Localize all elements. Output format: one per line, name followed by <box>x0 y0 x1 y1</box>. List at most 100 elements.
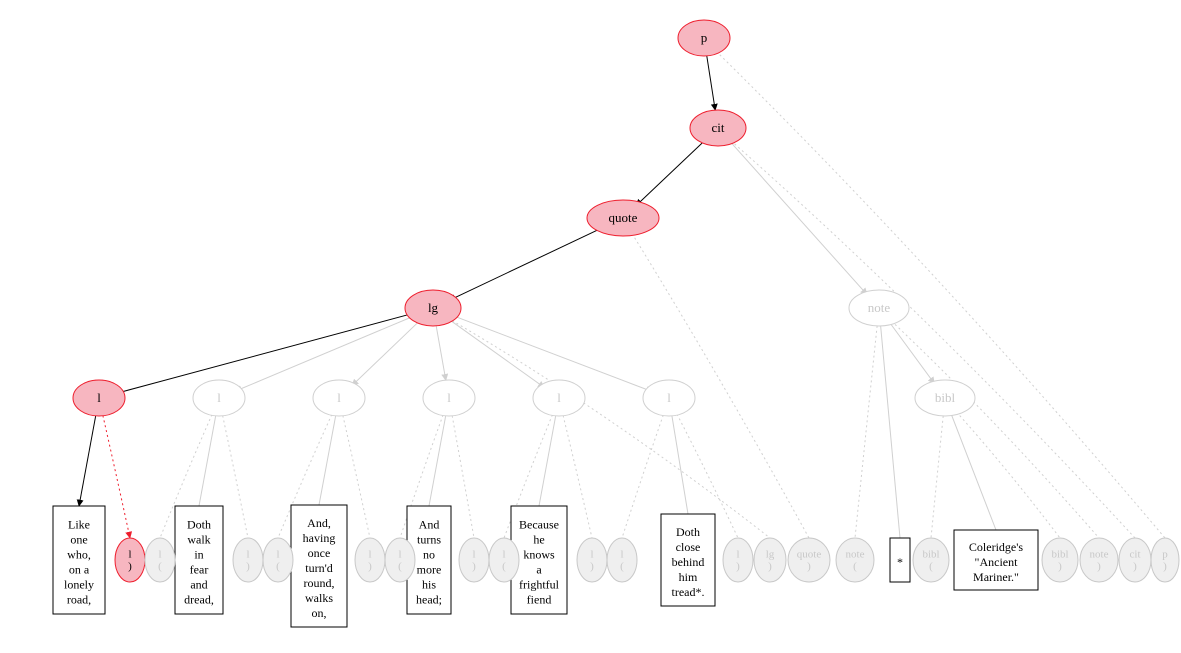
token-label: l <box>246 549 249 561</box>
edge <box>449 226 606 301</box>
node-label: quote <box>609 210 638 225</box>
token-ellipse: note) <box>1080 538 1118 582</box>
leaf-text: And <box>419 517 440 531</box>
token-label: ) <box>807 561 811 573</box>
leaf-box: And,havingonceturn'dround,walkson, <box>291 505 347 627</box>
token-label: cit <box>1130 549 1141 561</box>
leaf-text: more <box>417 562 442 576</box>
token-label: ) <box>736 561 740 573</box>
leaf-text: turn'd <box>305 561 333 575</box>
leaf-text: head; <box>416 592 442 606</box>
token-label: ) <box>128 561 132 573</box>
token-label: p <box>1162 549 1168 561</box>
token-ellipse: l( <box>385 538 415 582</box>
node-label: l <box>667 390 671 405</box>
leaf-box: Dothclosebehindhimtread*. <box>661 514 715 606</box>
token-ellipse: quote) <box>788 538 830 582</box>
token-ellipse: p) <box>1151 538 1179 582</box>
edge-dotted <box>731 141 1135 538</box>
leaf-text: Doth <box>676 525 700 539</box>
tree-node-l0: l <box>73 380 125 416</box>
token-label: l <box>736 549 739 561</box>
leaf-text: "Ancient <box>975 555 1019 569</box>
leaf-text: on, <box>312 606 327 620</box>
leaf-text: round, <box>304 576 335 590</box>
token-label: ( <box>620 561 624 573</box>
leaf-text: having <box>303 531 336 545</box>
leaf-text: And, <box>307 516 331 530</box>
token-label: l <box>502 549 505 561</box>
token-label: ( <box>276 561 280 573</box>
token-label: ) <box>1163 561 1167 573</box>
edge <box>236 315 417 391</box>
edge-dotted <box>716 51 1165 538</box>
leaf-text: Mariner." <box>973 570 1019 584</box>
node-label: l <box>447 390 451 405</box>
leaf-text: knows <box>523 547 555 561</box>
edge-dotted <box>103 416 130 538</box>
token-label: l <box>158 549 161 561</box>
edges-layer <box>79 51 1165 538</box>
token-label: ) <box>590 561 594 573</box>
token-ellipse: l( <box>607 538 637 582</box>
token-label: l <box>472 549 475 561</box>
tree-node-bibl: bibl <box>915 380 975 416</box>
token-label: ) <box>1058 561 1062 573</box>
leaf-text: * <box>897 555 903 569</box>
token-ellipse: l) <box>355 538 385 582</box>
edge-dotted <box>448 318 770 538</box>
node-label: l <box>97 390 101 405</box>
leaf-text: once <box>308 546 331 560</box>
token-ellipse: l) <box>459 538 489 582</box>
token-label: l <box>590 549 593 561</box>
edge <box>116 313 415 394</box>
token-label: l <box>276 549 279 561</box>
tree-node-l3: l <box>423 380 475 416</box>
edge <box>636 140 705 205</box>
leaf-text: a <box>536 562 542 576</box>
node-label: cit <box>712 120 725 135</box>
edge <box>448 318 545 387</box>
token-label: bibl <box>1051 549 1068 561</box>
token-label: ( <box>158 561 162 573</box>
node-label: note <box>868 300 891 315</box>
edge-dotted <box>956 412 1060 538</box>
leaf-box: Coleridge's"AncientMariner." <box>954 530 1038 590</box>
leaf-text: road, <box>67 592 91 606</box>
edge <box>450 314 652 391</box>
tree-node-lg: lg <box>405 290 461 326</box>
token-ellipse: l( <box>489 538 519 582</box>
node-label: l <box>557 390 561 405</box>
edge-dotted <box>223 416 248 538</box>
token-label: ) <box>368 561 372 573</box>
token-ellipse: l) <box>723 538 753 582</box>
edge <box>707 56 715 110</box>
edge <box>319 416 336 505</box>
token-ellipse: l) <box>233 538 263 582</box>
leaf-box: * <box>890 538 910 582</box>
token-ellipse: bibl) <box>1042 538 1078 582</box>
token-label: ( <box>398 561 402 573</box>
edge <box>881 326 900 538</box>
leaf-text: him <box>679 570 698 584</box>
token-label: l <box>398 549 401 561</box>
node-label: bibl <box>935 390 956 405</box>
token-ellipse: l( <box>263 538 293 582</box>
edge <box>429 416 446 506</box>
leaf-text: one <box>70 532 87 546</box>
token-label: quote <box>797 549 822 561</box>
tree-node-l5: l <box>643 380 695 416</box>
leaf-text: no <box>423 547 435 561</box>
leaf-text: his <box>422 577 436 591</box>
leaf-text: dread, <box>184 592 214 606</box>
token-label: l <box>128 549 131 561</box>
token-ellipse: cit) <box>1119 538 1151 582</box>
token-label: lg <box>766 549 775 561</box>
leaf-text: he <box>533 532 544 546</box>
edge <box>730 141 867 294</box>
leaf-text: Doth <box>187 517 211 531</box>
token-ellipse: l) <box>577 538 607 582</box>
edge <box>672 416 688 514</box>
leaf-box: Dothwalkinfearanddread, <box>175 506 223 614</box>
tree-node-l4: l <box>533 380 585 416</box>
